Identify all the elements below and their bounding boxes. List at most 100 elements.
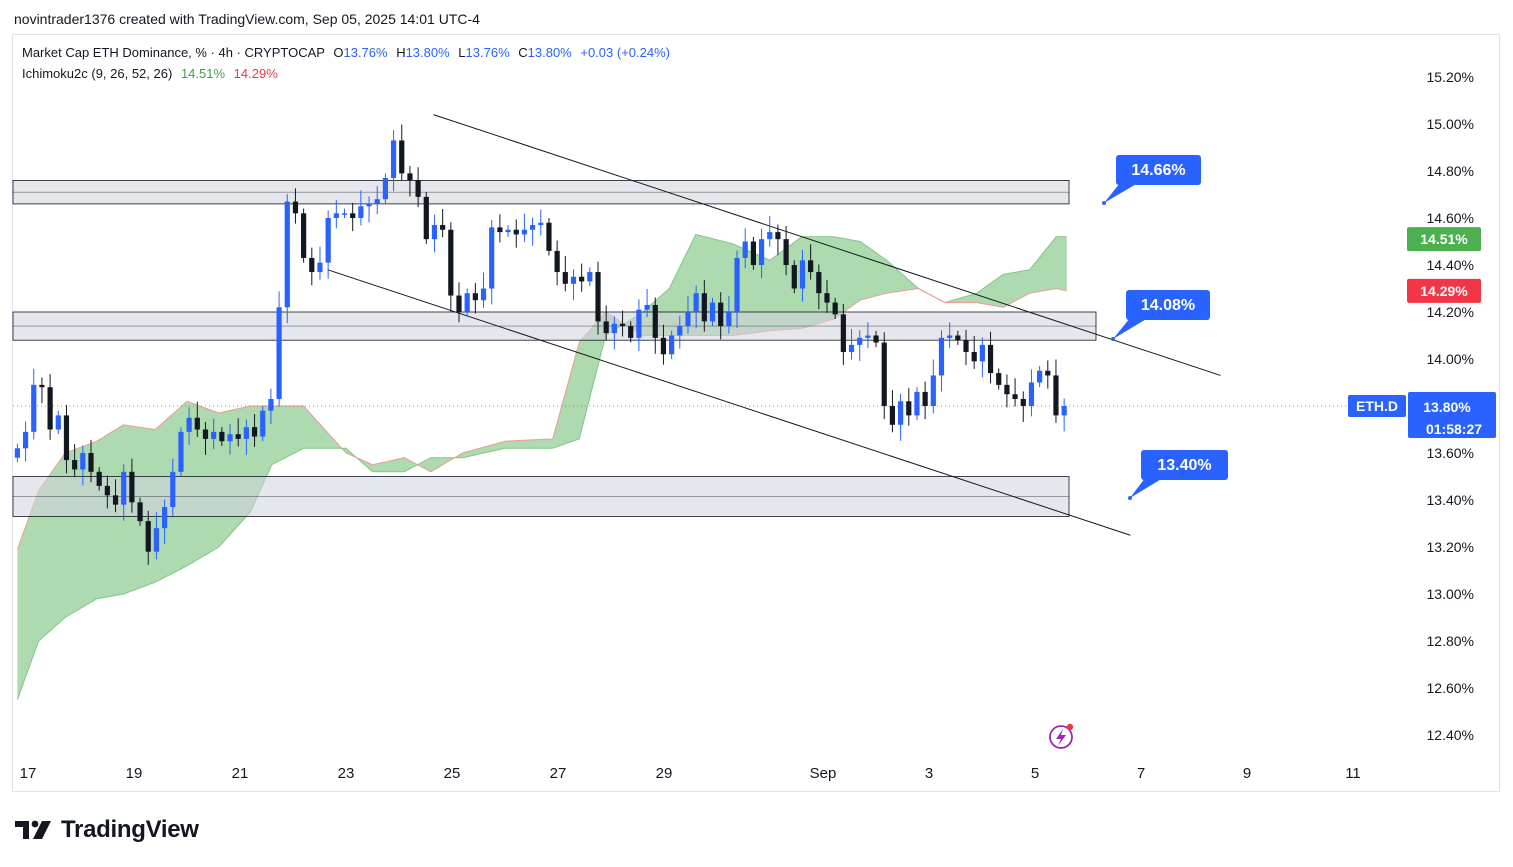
candle [399, 124, 404, 180]
candle [342, 209, 347, 218]
tradingview-logo-icon [15, 819, 53, 841]
candle-body [1037, 371, 1042, 383]
candle-body [988, 345, 993, 373]
symbol-tag-label: ETH.D [1356, 398, 1398, 414]
candle-body [555, 251, 560, 272]
candle-body [653, 305, 658, 338]
candle-body [80, 453, 85, 469]
candle-body [48, 387, 53, 429]
candle-body [669, 336, 674, 355]
candle-body [1004, 385, 1009, 394]
candle [538, 210, 543, 236]
candle-body [375, 199, 380, 204]
candle-body [939, 338, 944, 376]
low-label: L [458, 45, 465, 60]
x-tick-label: 27 [550, 765, 567, 782]
candle-body [448, 230, 453, 296]
candle-body [604, 321, 609, 333]
candle-body [644, 305, 649, 310]
candle-body [702, 293, 707, 321]
candle-body [914, 392, 919, 416]
candle-body [538, 223, 543, 225]
candle [898, 394, 903, 441]
lightning-bolt [1056, 729, 1066, 746]
candle-body [906, 401, 911, 415]
candle [906, 388, 911, 426]
candle-body [546, 223, 551, 251]
candle-body [309, 258, 314, 272]
y-tick-label: 15.20% [1427, 69, 1474, 85]
candle-body [334, 213, 339, 218]
candle-body [563, 272, 568, 284]
candle-body [694, 293, 699, 312]
candle-body [587, 272, 592, 281]
candle-body [833, 303, 838, 315]
candle-body [244, 427, 249, 439]
candle-body [137, 502, 142, 521]
candle-body [595, 272, 600, 321]
candle-body [326, 218, 331, 263]
ichimoku-tag-lower-label: 14.29% [1420, 283, 1468, 299]
candle [481, 273, 486, 308]
candle [530, 218, 535, 246]
candle [317, 247, 322, 280]
symbol-name: Market Cap ETH Dominance, % · 4h · CRYPT… [22, 45, 325, 60]
candle-body [980, 345, 985, 361]
candle-body [219, 432, 224, 441]
candle [285, 194, 290, 323]
candle-body [23, 432, 28, 448]
candle [571, 269, 576, 300]
candle [751, 237, 756, 270]
candle [522, 214, 527, 242]
candle-body [260, 411, 265, 437]
candle-body [816, 272, 821, 293]
candle-body [751, 242, 756, 266]
candle-body [636, 310, 641, 338]
candle-body [759, 239, 764, 265]
y-tick-label: 14.80% [1427, 163, 1474, 179]
candle-body [873, 336, 878, 343]
y-tick-label: 13.40% [1427, 492, 1474, 508]
candle-body [955, 336, 960, 341]
change-value: +0.03 (+0.24%) [580, 45, 670, 60]
candle-body [505, 230, 510, 232]
y-tick-label: 13.20% [1427, 539, 1474, 555]
candle-body [972, 352, 977, 361]
indicator-legend[interactable]: Ichimoku2c (9, 26, 52, 26) 14.51% 14.29% [22, 66, 278, 81]
notification-dot [1067, 724, 1073, 730]
candle-body [620, 324, 625, 326]
candle-body [784, 239, 789, 265]
candle-body [88, 453, 93, 472]
candle [1053, 359, 1058, 422]
candle [996, 368, 1001, 389]
callout-label: 14.08% [1141, 297, 1195, 314]
candle [587, 267, 592, 286]
candle-body [187, 418, 192, 432]
callout-pointer [1104, 183, 1138, 203]
x-tick-label: 9 [1243, 765, 1251, 782]
chart-canvas[interactable]: 15.20%15.00%14.80%14.60%14.40%14.20%14.0… [0, 0, 1513, 867]
x-tick-label: 3 [925, 765, 933, 782]
candle-body [841, 314, 846, 352]
candle-body [775, 232, 780, 239]
tradingview-logo[interactable]: TradingView [15, 816, 199, 844]
candle-body [285, 202, 290, 308]
candle [514, 219, 519, 247]
candle [939, 330, 944, 391]
candle-body [366, 204, 371, 206]
y-tick-label: 15.00% [1427, 116, 1474, 132]
x-tick-label: 11 [1345, 765, 1361, 782]
candle [334, 200, 339, 228]
symbol-legend[interactable]: Market Cap ETH Dominance, % · 4h · CRYPT… [22, 45, 670, 60]
candle-body [465, 293, 470, 312]
countdown-label: 01:58:27 [1426, 421, 1482, 437]
candle-body [399, 140, 404, 173]
cloud-fill [17, 234, 1066, 699]
x-tick-label: 23 [338, 765, 355, 782]
x-tick-label: 19 [126, 765, 143, 782]
candle-body [890, 406, 895, 425]
candle-body [301, 213, 306, 258]
candle [1004, 375, 1009, 408]
candle-body [1029, 383, 1034, 407]
candle-body [767, 232, 772, 239]
